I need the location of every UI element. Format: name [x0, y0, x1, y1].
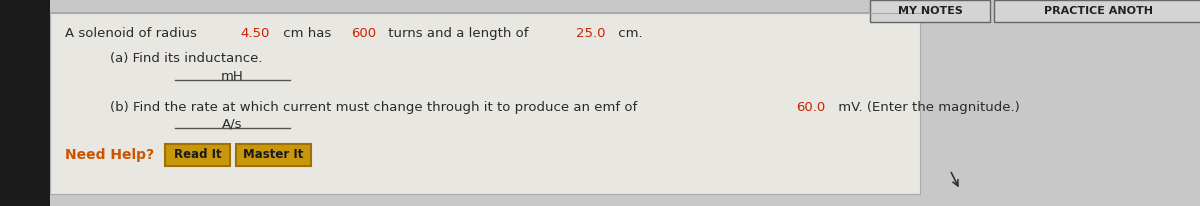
Text: A/s: A/s — [222, 117, 242, 130]
Text: 25.0: 25.0 — [576, 27, 605, 40]
Text: 4.50: 4.50 — [241, 27, 270, 40]
Text: A solenoid of radius: A solenoid of radius — [65, 27, 202, 40]
Text: MY NOTES: MY NOTES — [898, 6, 962, 16]
FancyBboxPatch shape — [50, 12, 920, 194]
FancyBboxPatch shape — [166, 144, 230, 166]
Text: 60.0: 60.0 — [796, 101, 826, 114]
Text: cm.: cm. — [614, 27, 642, 40]
Text: (a) Find its inductance.: (a) Find its inductance. — [110, 52, 263, 64]
Text: Read It: Read It — [174, 149, 221, 162]
Text: Need Help?: Need Help? — [65, 148, 154, 162]
FancyBboxPatch shape — [870, 0, 990, 22]
Text: mH: mH — [221, 69, 244, 82]
Text: cm has: cm has — [278, 27, 335, 40]
FancyBboxPatch shape — [236, 144, 311, 166]
Text: PRACTICE ANOTH: PRACTICE ANOTH — [1044, 6, 1153, 16]
FancyBboxPatch shape — [0, 0, 50, 206]
Text: mV. (Enter the magnitude.): mV. (Enter the magnitude.) — [834, 101, 1019, 114]
Text: 600: 600 — [352, 27, 377, 40]
FancyBboxPatch shape — [994, 0, 1200, 22]
Text: turns and a length of: turns and a length of — [384, 27, 533, 40]
Text: Master It: Master It — [244, 149, 304, 162]
Text: (b) Find the rate at which current must change through it to produce an emf of: (b) Find the rate at which current must … — [110, 101, 642, 114]
